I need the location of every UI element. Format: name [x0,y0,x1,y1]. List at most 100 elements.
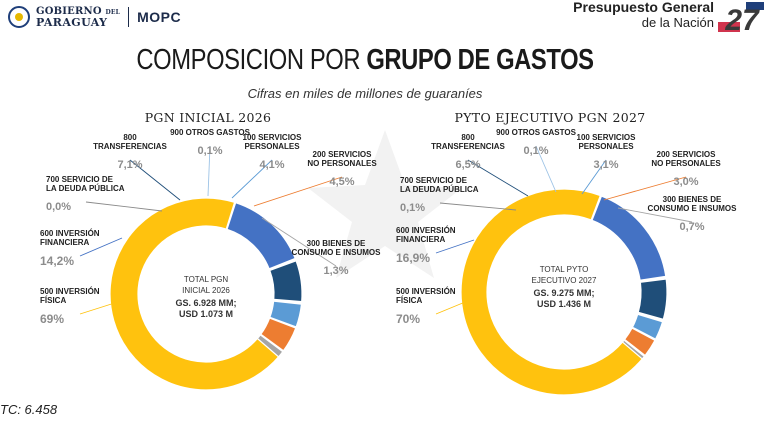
leader-line-2026-600 [79,237,123,257]
value-2026-500: 69% [40,312,64,326]
label-2027-700-line0: 700 SERVICIO DE [400,176,468,185]
title-light: COMPOSICION POR [136,44,367,76]
leader-line-2026-100 [231,159,273,199]
label-2027-300-line1: CONSUMO E INSUMOS [648,204,738,213]
label-2027-900-line0: 900 OTROS GASTOS [496,128,577,137]
label-2027-200-line0: 200 SERVICIOS [657,150,717,159]
center-text-2026-0: TOTAL PGN [184,275,229,284]
gov-line1-small: DEL [105,8,121,16]
value-2027-200: 3,0% [673,176,698,188]
slice-2026-900 [273,299,303,304]
center-text-2027-2: GS. 9.275 MM; [533,288,594,298]
label-2026-300-line1: CONSUMO E INSUMOS [292,248,382,257]
center-text-2027-3: USD 1.436 M [537,299,591,309]
government-logo: GOBIERNO DEL PARAGUAY MOPC [8,4,181,30]
title-bold: GRUPO DE GASTOS [366,44,594,76]
value-2026-700: 0,0% [46,201,71,213]
slice-2026-500 [109,197,281,391]
label-2026-100-line0: 100 SERVICIOS [243,133,303,142]
label-2027-200-line1: NO PERSONALES [651,159,721,168]
center-text-2027-1: EJECUTIVO 2027 [532,276,597,285]
label-2027-800-line0: 800 [461,133,475,142]
center-text-2026-2: GS. 6.928 MM; [175,298,236,308]
leader-line-2027-200 [603,176,687,201]
year-badge-number: 27 [724,4,760,36]
leader-line-2026-300 [261,217,337,267]
label-2027-300-line0: 300 BIENES DE [663,195,722,204]
value-2026-300: 1,3% [323,265,348,277]
chart-title-2027: PYTO EJECUTIVO PGN 2027 [454,110,646,125]
leader-line-2026-700 [85,201,163,212]
label-2027-600-line1: FINANCIERA [396,235,446,244]
label-2026-100-line1: PERSONALES [244,142,300,151]
leader-line-2027-100 [581,159,607,195]
seal-icon [8,6,30,28]
slice-2026-200 [260,317,297,352]
label-2027-500-line0: 500 INVERSIÓN [396,287,456,296]
label-2026-700-line0: 700 SERVICIO DE [46,175,114,184]
leader-line-2027-300 [617,207,693,223]
label-2027-600-line0: 600 INVERSIÓN [396,226,456,235]
leader-line-2027-800 [467,159,529,197]
gov-line2: PARAGUAY [36,15,108,29]
budget-heading: Presupuesto General de la Nación [573,0,714,30]
value-2027-700: 0,1% [400,202,425,214]
label-2026-600-line0: 600 INVERSIÓN [40,229,100,238]
label-2027-500-line1: FÍSICA [396,296,422,305]
exchange-rate-note: TC: 6.458 [0,402,58,417]
value-2026-800: 7,1% [117,159,142,171]
label-2027-100-line0: 100 SERVICIOS [577,133,637,142]
label-2026-700-line1: LA DEUDA PÚBLICA [46,184,125,193]
value-2027-600: 16,9% [396,251,430,265]
value-2026-600: 14,2% [40,254,74,268]
watermark-star-icon [308,130,462,278]
slice-2026-600 [226,201,296,270]
leader-line-2027-600 [435,239,475,254]
label-2027-700-line1: LA DEUDA PÚBLICA [400,185,479,194]
label-2027-100-line1: PERSONALES [578,142,634,151]
label-2026-900-line0: 900 OTROS GASTOS [170,128,251,137]
label-2026-600-line1: FINANCIERA [40,238,90,247]
slice-2026-700 [268,258,297,271]
logo-divider [128,7,130,27]
leader-line-2026-900 [207,145,211,197]
value-2026-100: 4,1% [259,159,284,171]
chart-title-2026: PGN INICIAL 2026 [144,110,272,125]
center-text-2027-0: TOTAL PYTO [540,265,589,274]
label-2026-800-line0: 800 [123,133,137,142]
budget-line2: de la Nación [641,15,714,30]
center-text-2026-1: INICIAL 2026 [182,286,230,295]
label-2026-300-line0: 300 BIENES DE [307,239,366,248]
label-2026-200-line1: NO PERSONALES [307,159,377,168]
slice-2026-300 [256,334,284,358]
slice-2027-200 [623,327,656,357]
leader-line-2027-700 [439,202,517,211]
label-2026-500-line1: FÍSICA [40,296,66,305]
slice-2026-800 [269,260,303,303]
slice-2027-100 [631,313,664,340]
page-subtitle: Cifras en miles de millones de guaraníes [247,86,483,101]
value-2027-300: 0,7% [679,221,704,233]
page-title: COMPOSICION POR GRUPO DE GASTOS [66,44,665,77]
ministry-name: MOPC [137,9,182,25]
value-2027-500: 70% [396,312,420,326]
value-2026-200: 4,5% [329,176,354,188]
value-2026-900: 0,1% [197,145,222,157]
label-2026-800-line1: TRANSFERENCIAS [93,142,167,151]
budget-line1: Presupuesto General [573,0,714,15]
label-2026-200-line0: 200 SERVICIOS [313,150,373,159]
leader-line-2026-200 [253,176,343,207]
slice-2026-100 [269,300,303,328]
center-text-2026-3: USD 1.073 M [179,309,233,319]
slice-2027-600 [591,195,667,281]
slice-2027-900 [637,312,664,322]
year-badge-logo: 27 [716,0,766,36]
value-2027-100: 3,1% [593,159,618,171]
slice-2027-300 [621,339,646,360]
government-wordmark: GOBIERNO DEL PARAGUAY [36,5,121,29]
value-2027-800: 6,5% [455,159,480,171]
gov-line1: GOBIERNO [36,5,102,17]
leader-line-2027-500 [435,299,471,315]
leader-line-2027-900 [535,145,557,193]
